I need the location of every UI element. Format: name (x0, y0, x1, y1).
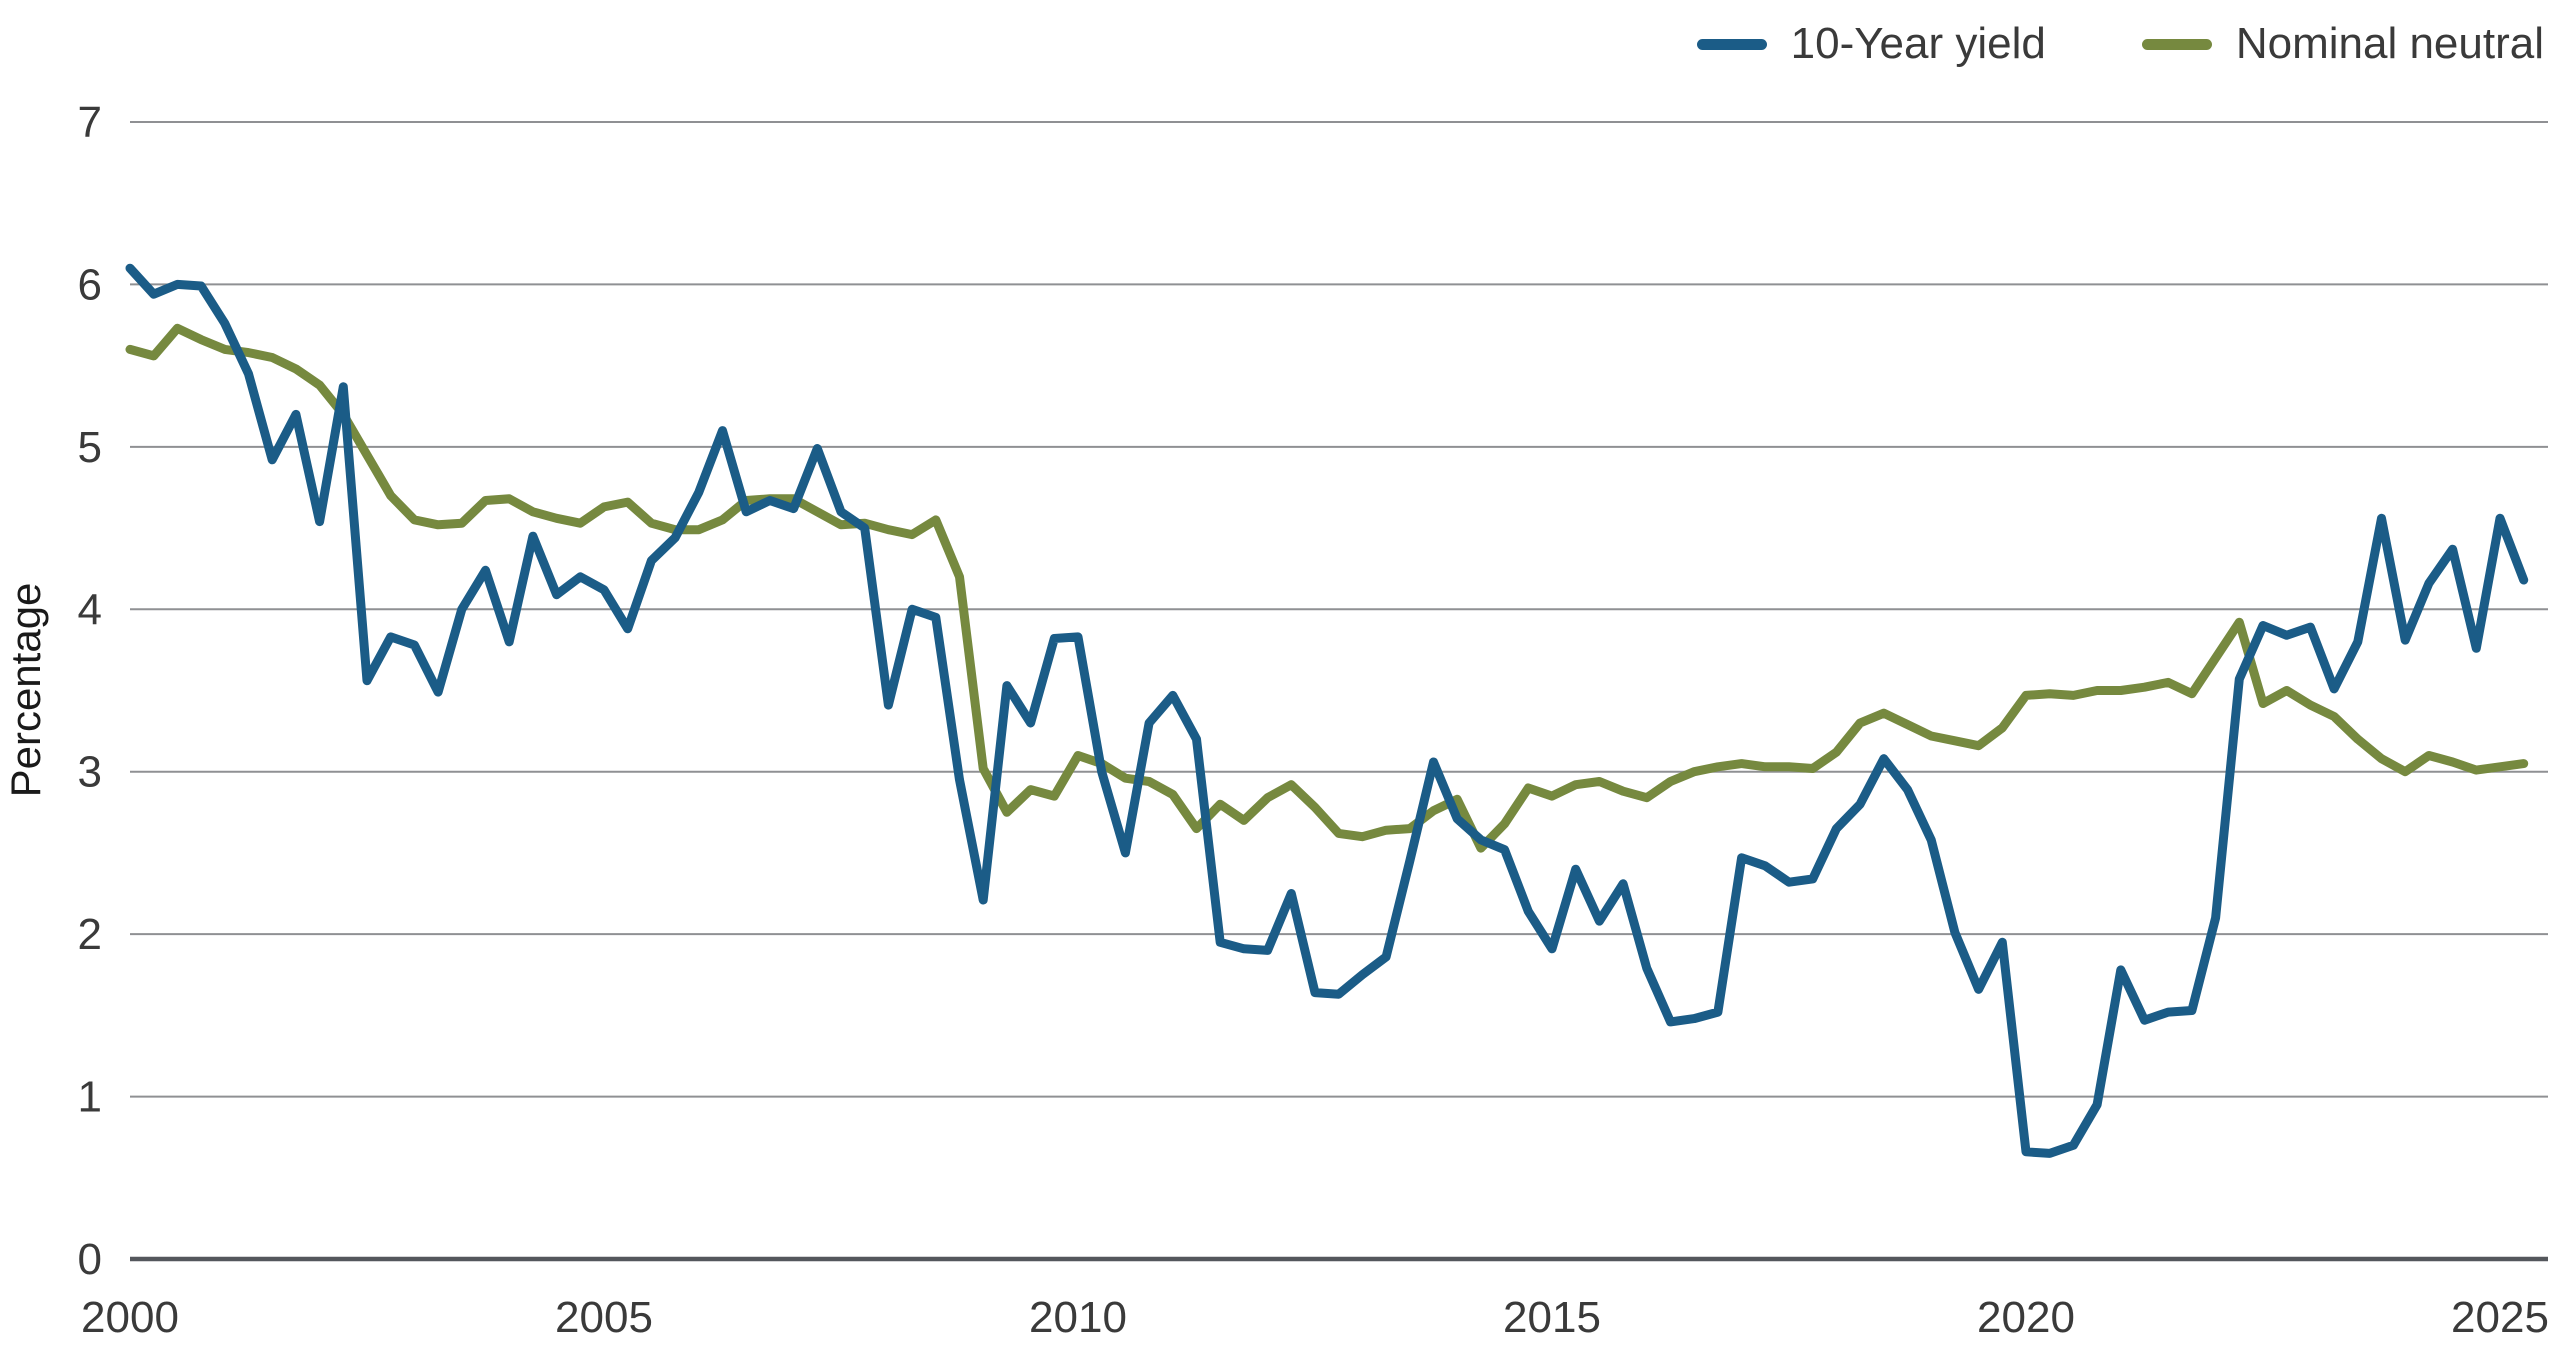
legend-label-10-year-yield: 10-Year yield (1790, 19, 2046, 68)
x-tick-label-2000: 2000 (81, 1293, 179, 1342)
legend-item-10-year-yield: 10-Year yield (1696, 19, 2046, 68)
series-lines (125, 263, 2529, 1158)
series-line-nominal-neutral (125, 323, 2529, 853)
legend-item-nominal-neutral: Nominal neutral (2141, 19, 2544, 68)
x-tick-label-2010: 2010 (1029, 1293, 1127, 1342)
y-axis-title: Percentage (2, 583, 49, 798)
y-tick-label-3: 3 (78, 748, 102, 797)
x-tick-label-2015: 2015 (1503, 1293, 1601, 1342)
y-tick-label-4: 4 (78, 585, 102, 634)
legend-swatch-nominal-neutral (2141, 38, 2212, 50)
x-tick-label-2005: 2005 (555, 1293, 653, 1342)
x-tick-label-2020: 2020 (1977, 1293, 2075, 1342)
legend: 10-Year yield Nominal neutral (1696, 19, 2544, 68)
y-tick-label-0: 0 (78, 1235, 102, 1284)
x-axis-labels: 2000 2005 2010 2015 2020 2025 (81, 1293, 2549, 1342)
y-tick-label-1: 1 (78, 1073, 102, 1122)
y-tick-label-7: 7 (78, 98, 102, 147)
y-axis-labels: 0 1 2 3 4 5 6 7 (78, 98, 102, 1284)
gridlines (130, 120, 2548, 1262)
y-tick-label-2: 2 (78, 910, 102, 959)
legend-label-nominal-neutral: Nominal neutral (2235, 19, 2544, 68)
x-tick-label-2025: 2025 (2451, 1293, 2549, 1342)
series-line-10-year-yield (125, 263, 2529, 1158)
legend-swatch-10-year-yield (1696, 38, 1767, 50)
y-tick-label-6: 6 (78, 260, 102, 309)
y-tick-label-5: 5 (78, 423, 102, 472)
